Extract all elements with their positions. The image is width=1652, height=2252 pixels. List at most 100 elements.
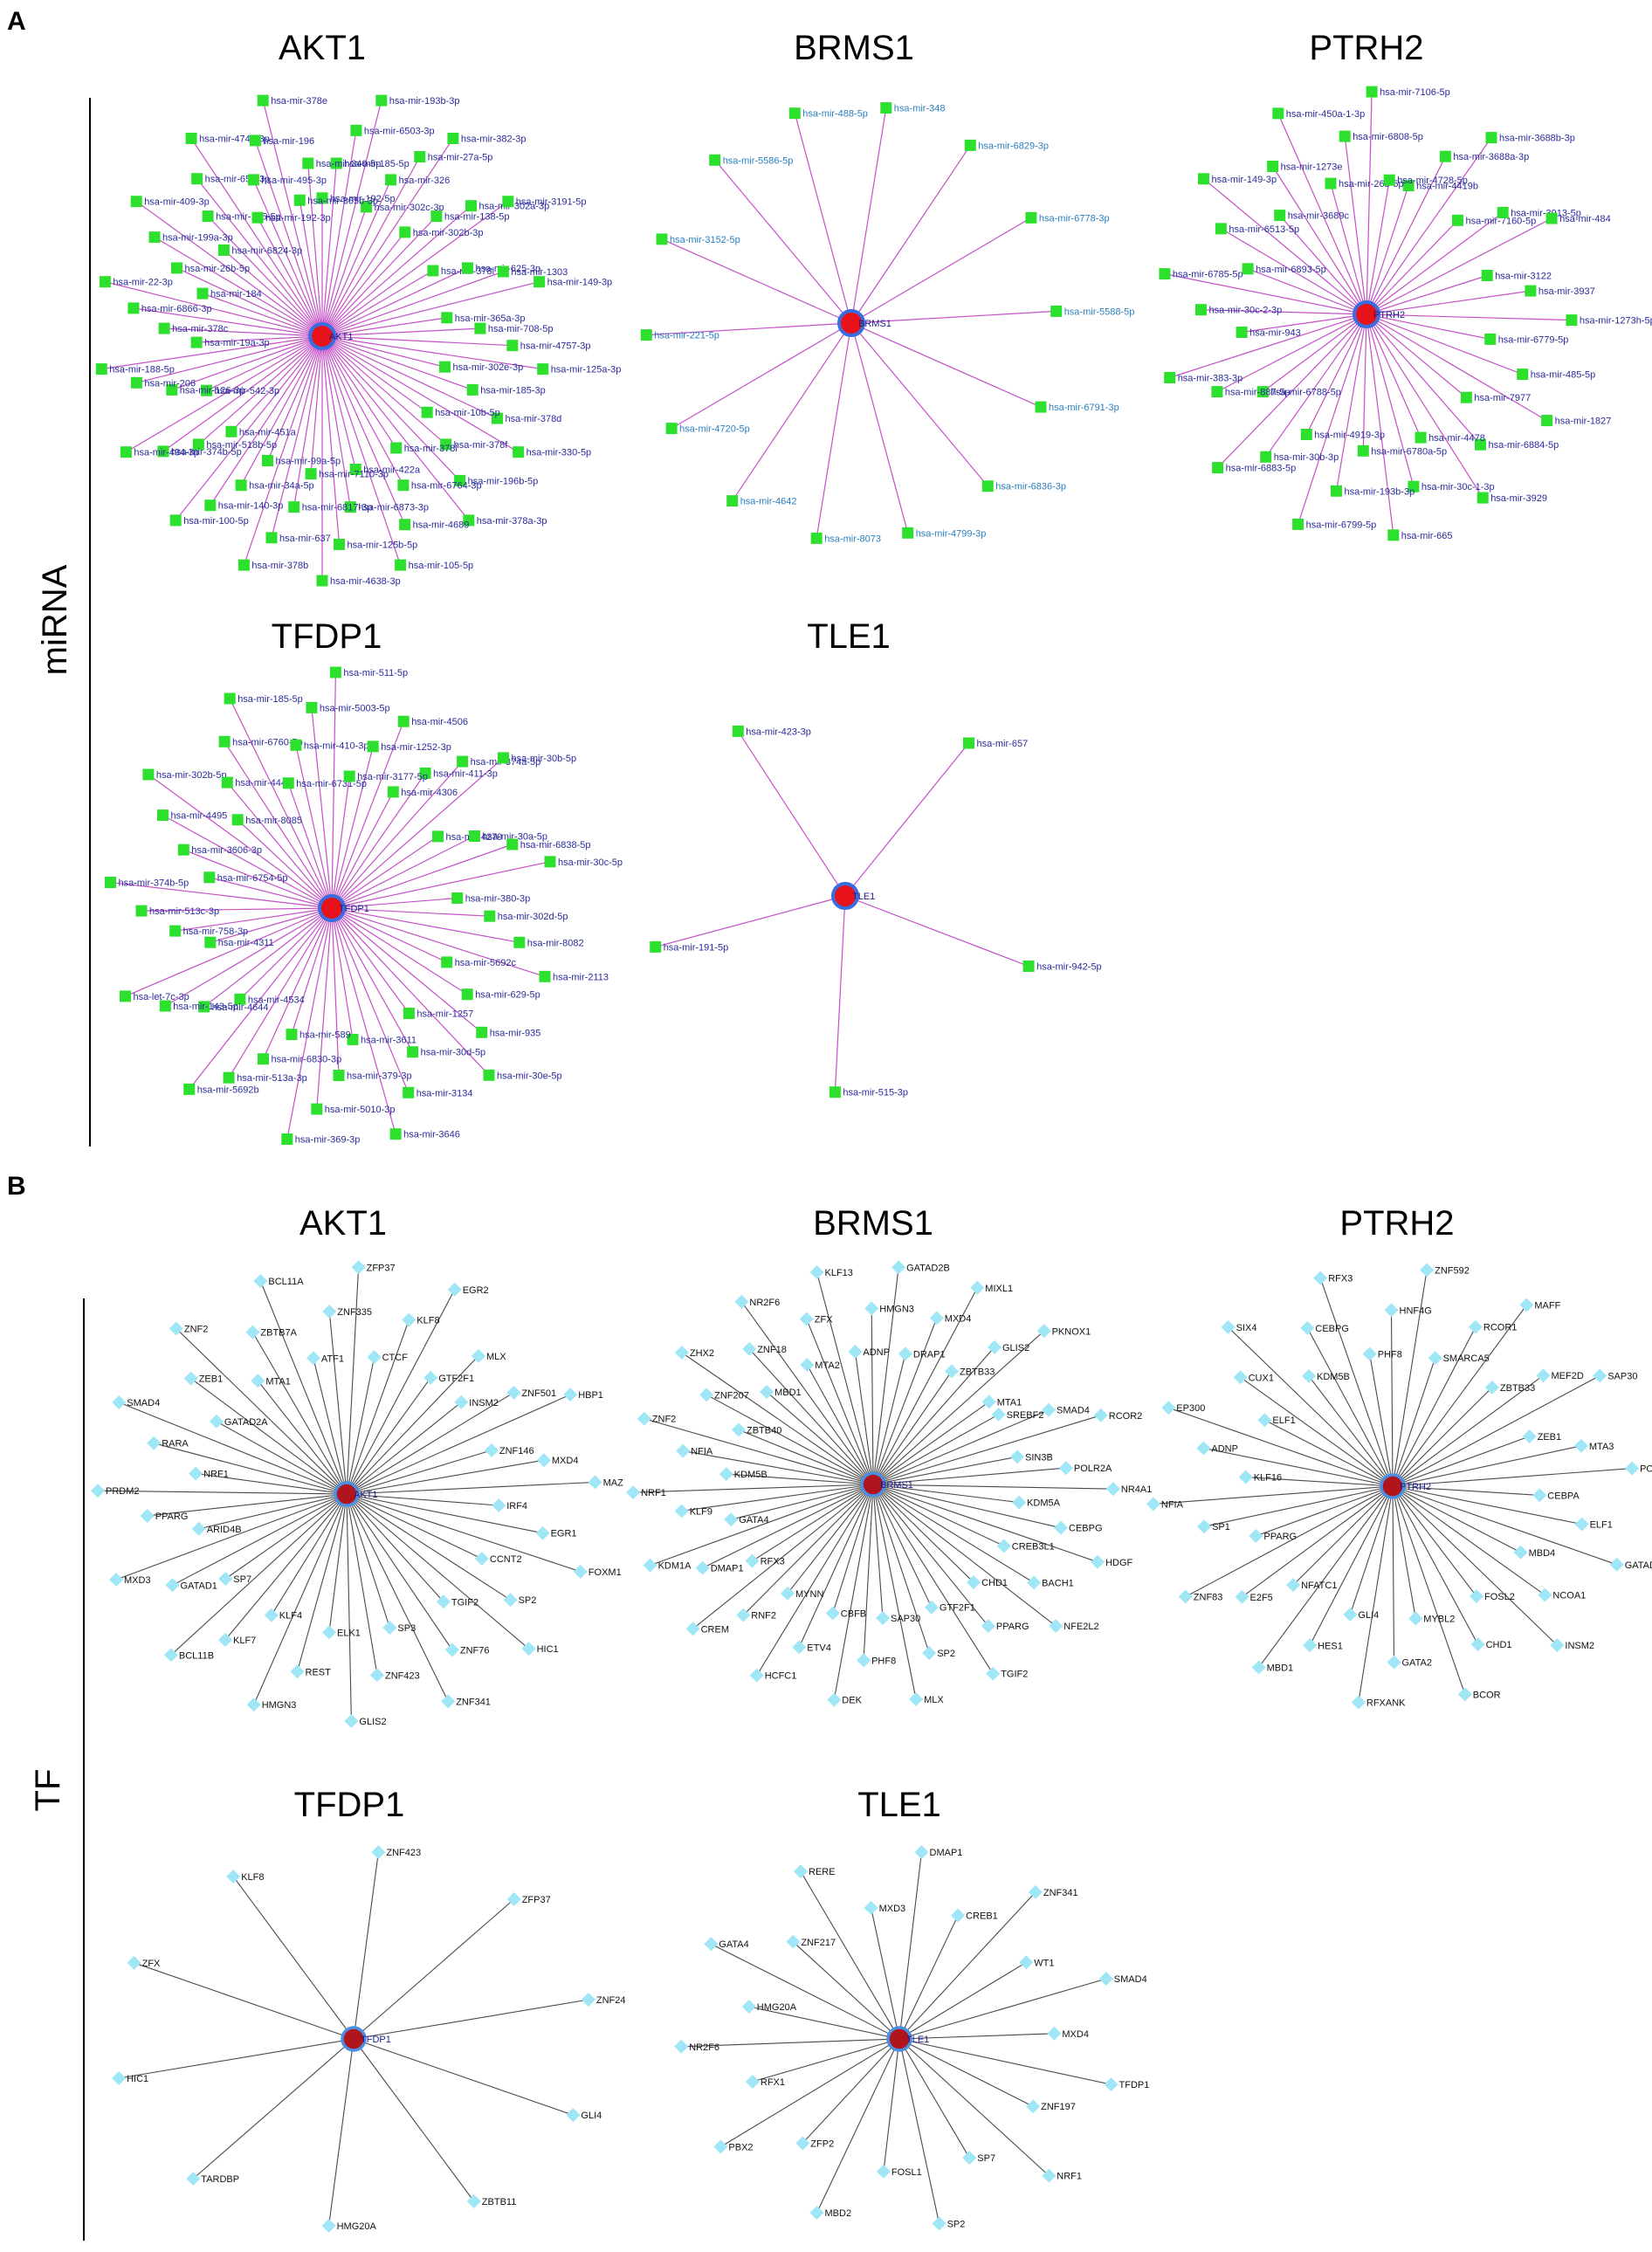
mi-ptrh2-node[interactable] <box>1497 206 1509 218</box>
mi-akt1-node[interactable] <box>537 363 549 375</box>
tf-ptrh2-node[interactable] <box>1609 1557 1624 1572</box>
tf-ptrh2-node[interactable] <box>1420 1263 1435 1278</box>
tf-brms1-node[interactable] <box>909 1691 924 1706</box>
mi-akt1-node[interactable] <box>293 194 306 206</box>
tf-tfdp1-node[interactable] <box>581 1993 595 2008</box>
mi-tfdp1-node[interactable] <box>539 970 551 982</box>
mi-brms1-node[interactable] <box>726 495 739 507</box>
tf-brms1-node[interactable] <box>1058 1461 1073 1476</box>
tf-brms1-node[interactable] <box>626 1485 641 1500</box>
mi-akt1-node[interactable] <box>361 201 373 213</box>
tf-brms1-node[interactable] <box>749 1668 764 1683</box>
tf-akt1-node[interactable] <box>253 1274 268 1289</box>
tf-ptrh2-node[interactable] <box>1178 1589 1193 1604</box>
mi-akt1-node[interactable] <box>201 384 212 396</box>
tf-tle1-node[interactable] <box>704 1937 719 1952</box>
tf-tfdp1-node[interactable] <box>127 1955 141 1970</box>
mi-tle1-node[interactable] <box>963 737 974 749</box>
mi-ptrh2-node[interactable] <box>1164 372 1176 383</box>
mi-akt1-node[interactable] <box>385 174 397 186</box>
tf-tfdp1-node[interactable] <box>506 1892 521 1907</box>
tf-brms1-node[interactable] <box>848 1344 863 1359</box>
mi-ptrh2-node[interactable] <box>1484 333 1497 345</box>
mi-tfdp1-node[interactable] <box>221 776 233 789</box>
tf-brms1-node[interactable] <box>981 1395 996 1409</box>
tf-brms1-node[interactable] <box>929 1311 944 1326</box>
mi-tfdp1-node[interactable] <box>441 956 453 968</box>
tf-akt1-node[interactable] <box>91 1484 106 1498</box>
tf-akt1-node[interactable] <box>218 1572 233 1587</box>
tf-ptrh2-node[interactable] <box>1387 1655 1401 1670</box>
tf-akt1-node[interactable] <box>147 1436 162 1450</box>
tf-tfdp1-node[interactable] <box>321 2218 336 2233</box>
mi-akt1-node[interactable] <box>249 134 261 147</box>
tf-akt1-node[interactable] <box>447 1282 462 1297</box>
tf-akt1-node[interactable] <box>140 1508 155 1523</box>
mi-akt1-node[interactable] <box>334 538 345 550</box>
mi-tle1-node[interactable] <box>829 1086 841 1098</box>
mi-ptrh2-node[interactable] <box>1267 161 1279 172</box>
tf-ptrh2-node[interactable] <box>1428 1351 1442 1366</box>
tf-tle1-node[interactable] <box>932 2216 946 2231</box>
tf-brms1-node[interactable] <box>800 1357 815 1372</box>
mi-akt1-node[interactable] <box>302 157 314 169</box>
mi-ptrh2-node[interactable] <box>1256 386 1269 398</box>
mi-akt1-node[interactable] <box>399 519 411 531</box>
tf-brms1-node[interactable] <box>760 1385 774 1400</box>
mi-tfdp1-node[interactable] <box>407 1046 419 1058</box>
mi-akt1-node[interactable] <box>120 446 132 458</box>
mi-akt1-node[interactable] <box>397 479 410 492</box>
mi-akt1-node[interactable] <box>533 276 546 288</box>
tf-tle1-node[interactable] <box>809 2206 824 2221</box>
mi-ptrh2-node[interactable] <box>1260 451 1272 463</box>
tf-ptrh2-node[interactable] <box>1384 1303 1399 1318</box>
tf-tle1-node[interactable] <box>1098 1972 1113 1987</box>
mi-tfdp1-node[interactable] <box>282 777 294 789</box>
mi-akt1-node[interactable] <box>439 361 451 373</box>
tf-akt1-node[interactable] <box>322 1305 337 1319</box>
tf-akt1-node[interactable] <box>402 1312 416 1327</box>
tf-ptrh2-node[interactable] <box>1303 1638 1318 1653</box>
tf-brms1-node[interactable] <box>970 1280 985 1295</box>
tf-tfdp1-node[interactable] <box>186 2171 201 2186</box>
tf-akt1-node[interactable] <box>423 1370 438 1385</box>
tf-ptrh2-node[interactable] <box>1343 1607 1358 1622</box>
tf-ptrh2-node[interactable] <box>1550 1638 1565 1653</box>
tf-ptrh2-node[interactable] <box>1249 1528 1263 1543</box>
tf-ptrh2-node[interactable] <box>1593 1368 1607 1383</box>
mi-ptrh2-node[interactable] <box>1387 529 1400 541</box>
mi-ptrh2-node[interactable] <box>1485 132 1497 144</box>
mi-akt1-node[interactable] <box>316 575 328 587</box>
mi-tfdp1-node[interactable] <box>223 1071 235 1084</box>
tf-akt1-node[interactable] <box>474 1551 489 1566</box>
tf-brms1-node[interactable] <box>891 1260 906 1275</box>
mi-ptrh2-node[interactable] <box>1402 180 1415 192</box>
mi-tfdp1-node[interactable] <box>476 1026 488 1038</box>
mi-akt1-node[interactable] <box>148 231 161 244</box>
mi-akt1-node[interactable] <box>399 226 411 238</box>
mi-akt1-node[interactable] <box>305 468 317 480</box>
mi-tfdp1-node[interactable] <box>419 768 431 779</box>
tf-tle1-node[interactable] <box>1026 2099 1041 2114</box>
tf-ptrh2-node[interactable] <box>1238 1470 1253 1484</box>
mi-tfdp1-node[interactable] <box>498 752 509 764</box>
tf-ptrh2-node[interactable] <box>1470 1637 1485 1652</box>
mi-tfdp1-node[interactable] <box>234 993 246 1005</box>
mi-ptrh2-node[interactable] <box>1211 386 1223 398</box>
mi-tfdp1-node[interactable] <box>367 740 379 753</box>
tf-brms1-node[interactable] <box>742 1341 757 1356</box>
mi-tfdp1-node[interactable] <box>281 1133 293 1145</box>
mi-tfdp1-node[interactable] <box>457 755 469 768</box>
mi-akt1-node[interactable] <box>316 192 328 204</box>
mi-ptrh2-node[interactable] <box>1272 107 1284 120</box>
tf-ptrh2-node[interactable] <box>1538 1587 1552 1602</box>
mi-akt1-node[interactable] <box>474 322 486 334</box>
mi-akt1-node[interactable] <box>262 455 273 466</box>
mi-tle1-node[interactable] <box>1022 961 1035 972</box>
mi-akt1-node[interactable] <box>99 276 111 288</box>
tf-tle1-node[interactable] <box>786 1934 801 1949</box>
tf-brms1-node[interactable] <box>1012 1495 1027 1510</box>
tf-brms1-node[interactable] <box>674 1345 689 1360</box>
tf-ptrh2-node[interactable] <box>1574 1517 1589 1532</box>
tf-akt1-node[interactable] <box>169 1321 183 1336</box>
